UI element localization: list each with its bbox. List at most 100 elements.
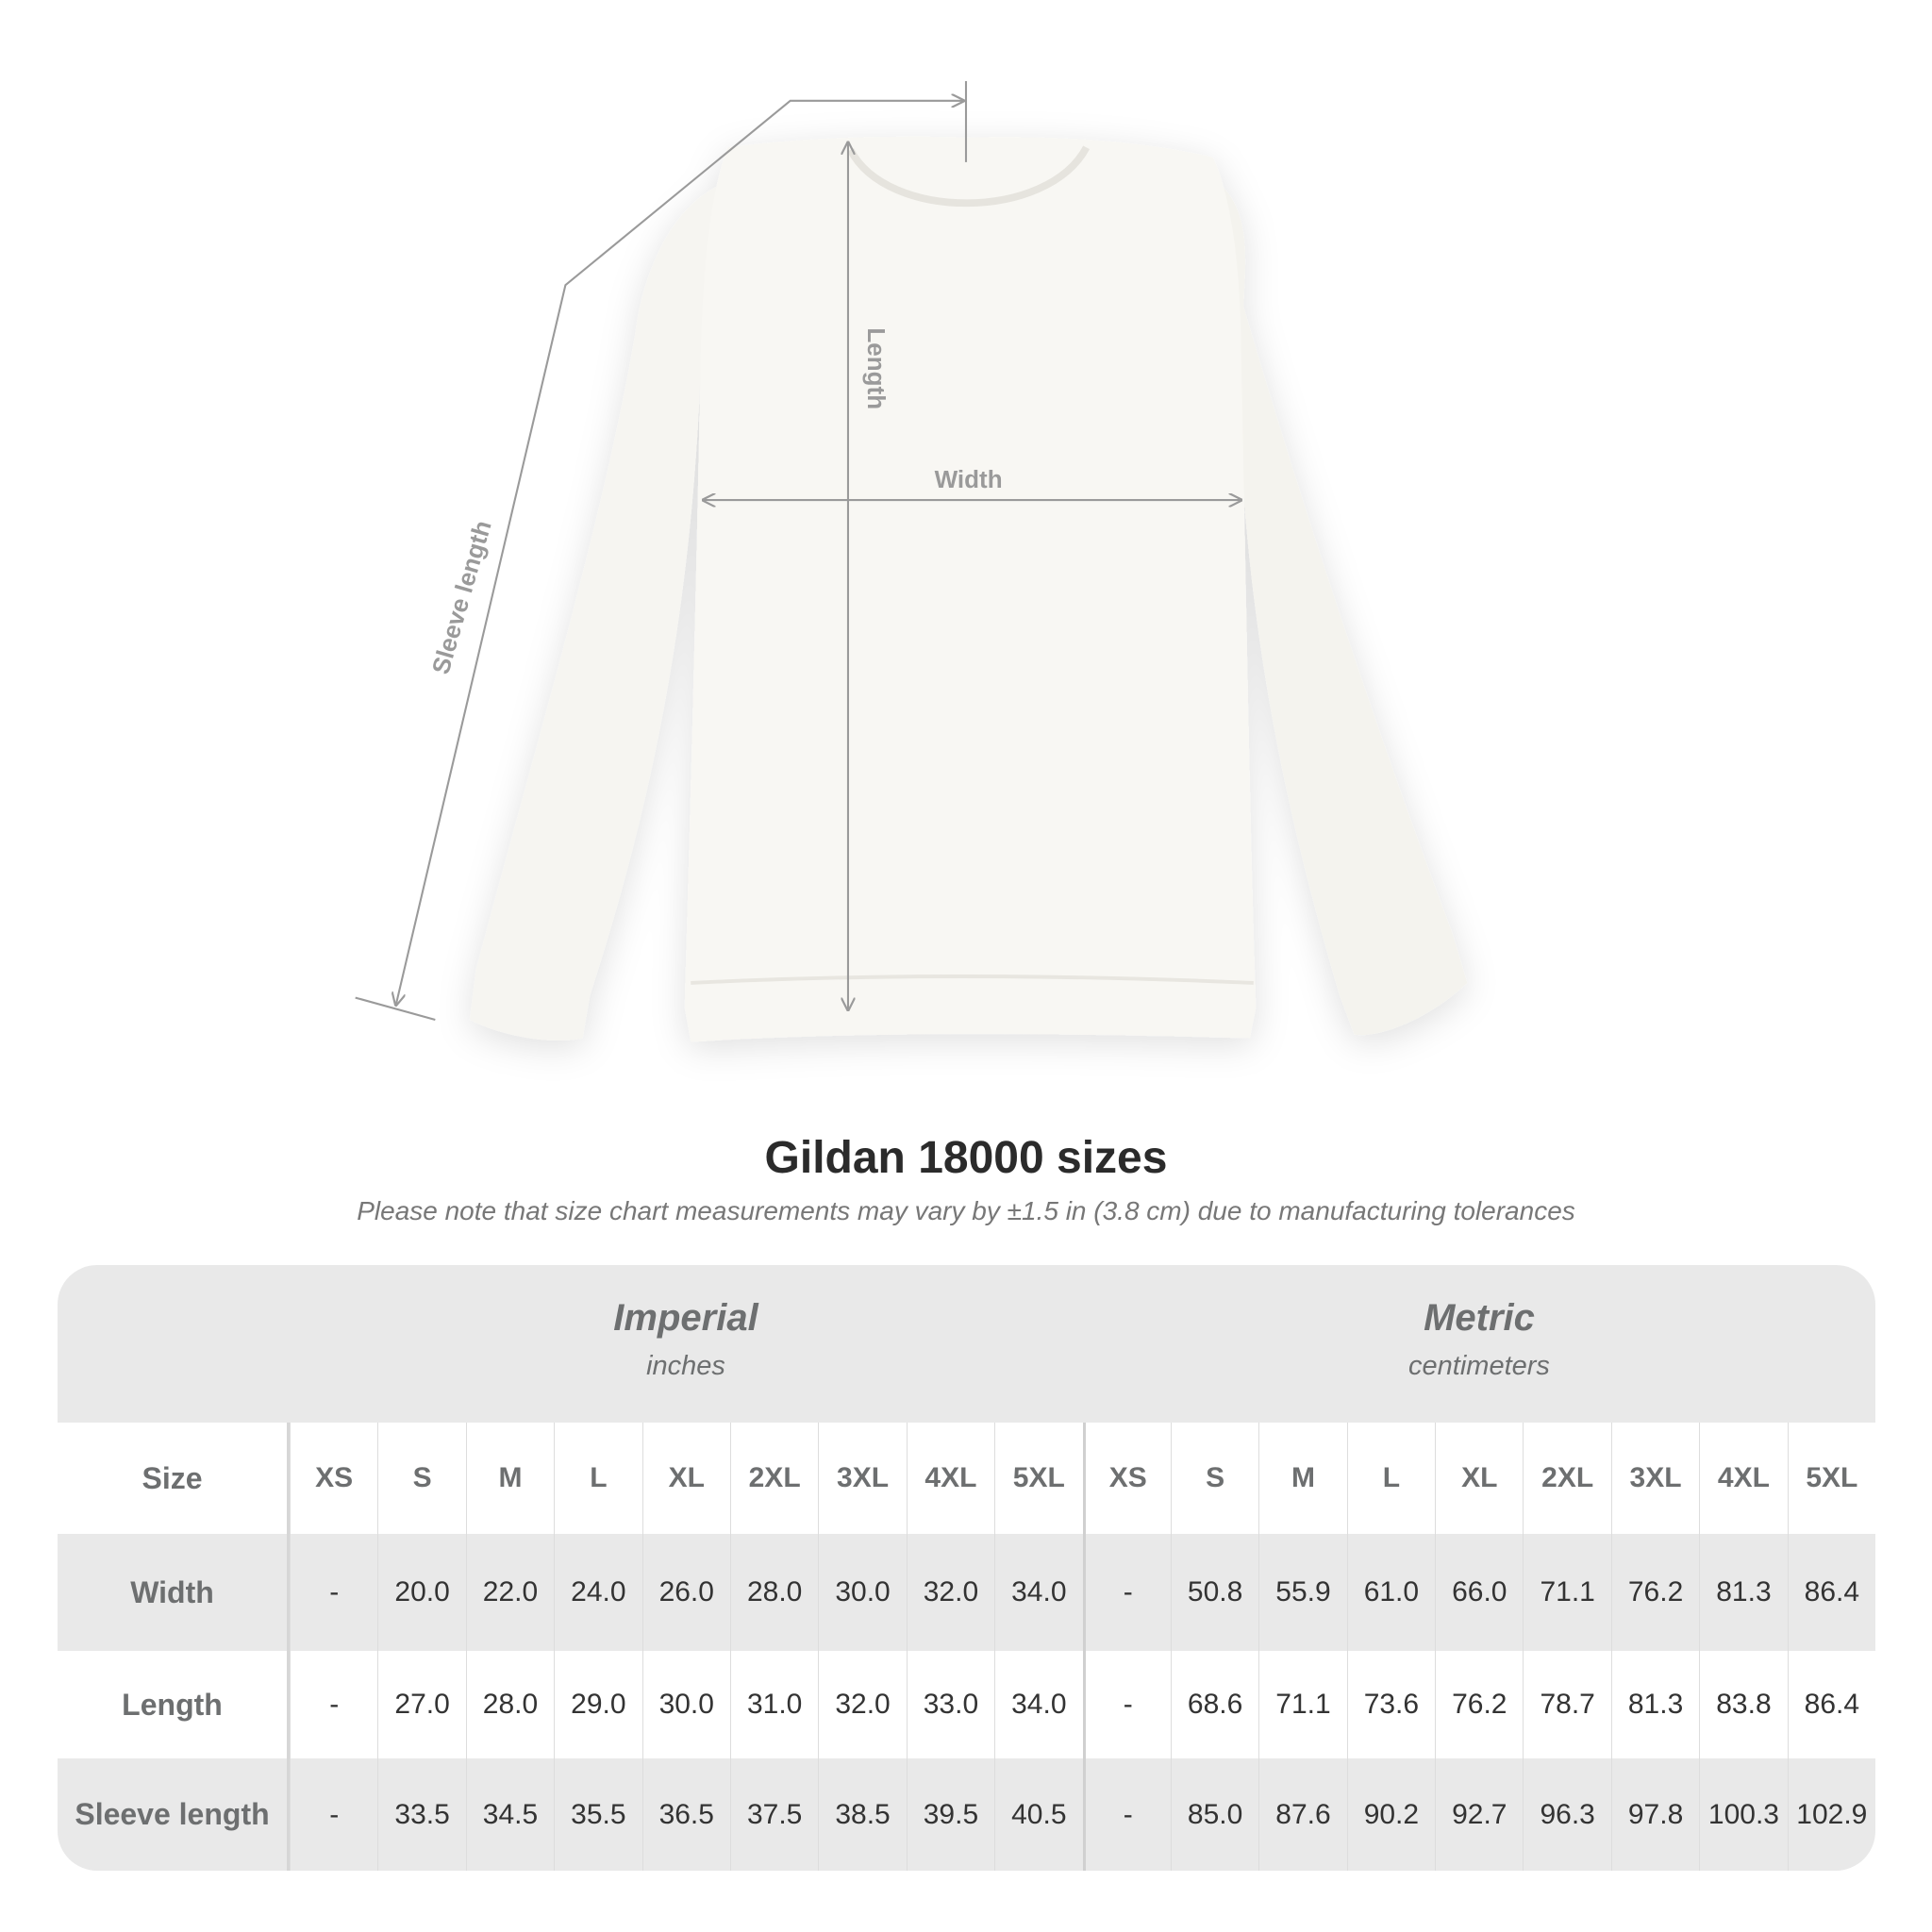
metric-value: 102.9 bbox=[1787, 1758, 1875, 1871]
table-row-sizes: Size XS S M L XL 2XL 3XL 4XL 5XL XS S M L XL 2XL 3XL 4XL 5… bbox=[58, 1423, 1875, 1534]
table-row-length: Length -27.0 28.0 29.0 30.0 31.0 32.0 33.0 34.0-… bbox=[58, 1651, 1875, 1758]
metric-value: 66.0 bbox=[1435, 1534, 1523, 1651]
metric-value: - bbox=[1082, 1758, 1171, 1871]
imperial-value: 36.5 bbox=[641, 1758, 730, 1871]
imperial-value: 35.5 bbox=[554, 1758, 641, 1871]
metric-value: - bbox=[1082, 1534, 1171, 1651]
size-label: Size bbox=[58, 1423, 290, 1534]
metric-value: 86.4 bbox=[1787, 1651, 1875, 1758]
width-label: Width bbox=[935, 465, 1003, 493]
sweatshirt-size-diagram: Length Width Sleeve length bbox=[355, 80, 1468, 1042]
imperial-value: 28.0 bbox=[465, 1651, 554, 1758]
imperial-size-XS: XS bbox=[290, 1423, 377, 1534]
metric-value: 76.2 bbox=[1435, 1651, 1523, 1758]
imperial-value: 32.0 bbox=[906, 1534, 994, 1651]
metric-value: 85.0 bbox=[1170, 1758, 1258, 1871]
metric-value: 86.4 bbox=[1787, 1534, 1875, 1651]
imperial-size-M: M bbox=[465, 1423, 554, 1534]
metric-value: 83.8 bbox=[1699, 1651, 1787, 1758]
imperial-value: 30.0 bbox=[818, 1534, 906, 1651]
imperial-value: - bbox=[290, 1758, 377, 1871]
metric-size-3XL: 3XL bbox=[1610, 1423, 1699, 1534]
metric-size-XL: XL bbox=[1435, 1423, 1523, 1534]
size-table: Imperial inches Metric centimeters Size X… bbox=[58, 1265, 1875, 1871]
imperial-value: 33.0 bbox=[906, 1651, 994, 1758]
metric-value: 71.1 bbox=[1523, 1534, 1610, 1651]
metric-size-2XL: 2XL bbox=[1523, 1423, 1610, 1534]
imperial-value: - bbox=[290, 1651, 377, 1758]
metric-value: 76.2 bbox=[1610, 1534, 1699, 1651]
right-sleeve bbox=[1212, 177, 1468, 1036]
table-row-sleeve-length: Sleeve length -33.5 34.5 35.5 36.5 37.5 38.5 39… bbox=[58, 1758, 1875, 1871]
metric-size-XS: XS bbox=[1082, 1423, 1171, 1534]
imperial-value: 28.0 bbox=[729, 1534, 818, 1651]
page-title: Gildan 18000 sizes bbox=[764, 1133, 1168, 1183]
imperial-value: 26.0 bbox=[641, 1534, 730, 1651]
table-header-band bbox=[58, 1265, 1875, 1423]
imperial-value: 22.0 bbox=[465, 1534, 554, 1651]
imperial-value: 38.5 bbox=[818, 1758, 906, 1871]
imperial-value: 40.5 bbox=[994, 1758, 1082, 1871]
metric-value: 92.7 bbox=[1435, 1758, 1523, 1871]
imperial-size-5XL: 5XL bbox=[994, 1423, 1082, 1534]
metric-value: 68.6 bbox=[1170, 1651, 1258, 1758]
imperial-value: 27.0 bbox=[377, 1651, 465, 1758]
metric-value: 90.2 bbox=[1346, 1758, 1435, 1871]
row-label: Length bbox=[58, 1651, 290, 1758]
sleeve-length-line bbox=[396, 101, 964, 1006]
metric-title: Metric bbox=[1424, 1297, 1535, 1339]
measurement-lines bbox=[355, 80, 1241, 1022]
imperial-value: 24.0 bbox=[554, 1534, 641, 1651]
imperial-value: 39.5 bbox=[906, 1758, 994, 1871]
left-sleeve bbox=[469, 184, 722, 1041]
tolerance-note: Please note that size chart measurements… bbox=[357, 1196, 1575, 1225]
metric-header: Metric centimeters bbox=[1083, 1265, 1875, 1423]
table-row-width: Width -20.0 22.0 24.0 26.0 28.0 30.0 32.0 34.0-5… bbox=[58, 1534, 1875, 1651]
imperial-value: 32.0 bbox=[818, 1651, 906, 1758]
metric-value: 81.3 bbox=[1610, 1651, 1699, 1758]
metric-value: - bbox=[1082, 1651, 1171, 1758]
metric-size-5XL: 5XL bbox=[1787, 1423, 1875, 1534]
imperial-size-2XL: 2XL bbox=[729, 1423, 818, 1534]
metric-size-M: M bbox=[1258, 1423, 1346, 1534]
imperial-value: 29.0 bbox=[554, 1651, 641, 1758]
imperial-value: 34.5 bbox=[465, 1758, 554, 1871]
body bbox=[684, 136, 1257, 1042]
metric-value: 50.8 bbox=[1170, 1534, 1258, 1651]
metric-value: 78.7 bbox=[1523, 1651, 1610, 1758]
imperial-value: 34.0 bbox=[994, 1534, 1082, 1651]
imperial-size-XL: XL bbox=[641, 1423, 730, 1534]
imperial-header: Imperial inches bbox=[290, 1265, 1082, 1423]
sleeve-bottom-tick bbox=[355, 996, 436, 1022]
imperial-value: 31.0 bbox=[729, 1651, 818, 1758]
metric-value: 55.9 bbox=[1258, 1534, 1346, 1651]
metric-value: 61.0 bbox=[1346, 1534, 1435, 1651]
imperial-value: 34.0 bbox=[994, 1651, 1082, 1758]
metric-value: 71.1 bbox=[1258, 1651, 1346, 1758]
imperial-value: - bbox=[290, 1534, 377, 1651]
row-label: Sleeve length bbox=[58, 1758, 290, 1871]
metric-unit: centimeters bbox=[1408, 1351, 1550, 1381]
imperial-value: 37.5 bbox=[729, 1758, 818, 1871]
imperial-unit: inches bbox=[646, 1351, 725, 1381]
imperial-title: Imperial bbox=[613, 1297, 758, 1339]
imperial-size-3XL: 3XL bbox=[818, 1423, 906, 1534]
imperial-value: 30.0 bbox=[641, 1651, 730, 1758]
metric-value: 87.6 bbox=[1258, 1758, 1346, 1871]
metric-value: 96.3 bbox=[1523, 1758, 1610, 1871]
metric-size-S: S bbox=[1170, 1423, 1258, 1534]
metric-size-4XL: 4XL bbox=[1699, 1423, 1787, 1534]
sweatshirt-image bbox=[469, 136, 1468, 1042]
imperial-value: 20.0 bbox=[377, 1534, 465, 1651]
sleeve-length-label: Sleeve length bbox=[426, 517, 497, 677]
metric-value: 97.8 bbox=[1610, 1758, 1699, 1871]
imperial-size-S: S bbox=[377, 1423, 465, 1534]
metric-size-L: L bbox=[1346, 1423, 1435, 1534]
metric-value: 100.3 bbox=[1699, 1758, 1787, 1871]
imperial-size-4XL: 4XL bbox=[906, 1423, 994, 1534]
metric-value: 73.6 bbox=[1346, 1651, 1435, 1758]
metric-value: 81.3 bbox=[1699, 1534, 1787, 1651]
length-label: Length bbox=[862, 327, 891, 409]
imperial-value: 33.5 bbox=[377, 1758, 465, 1871]
row-label: Width bbox=[58, 1534, 290, 1651]
